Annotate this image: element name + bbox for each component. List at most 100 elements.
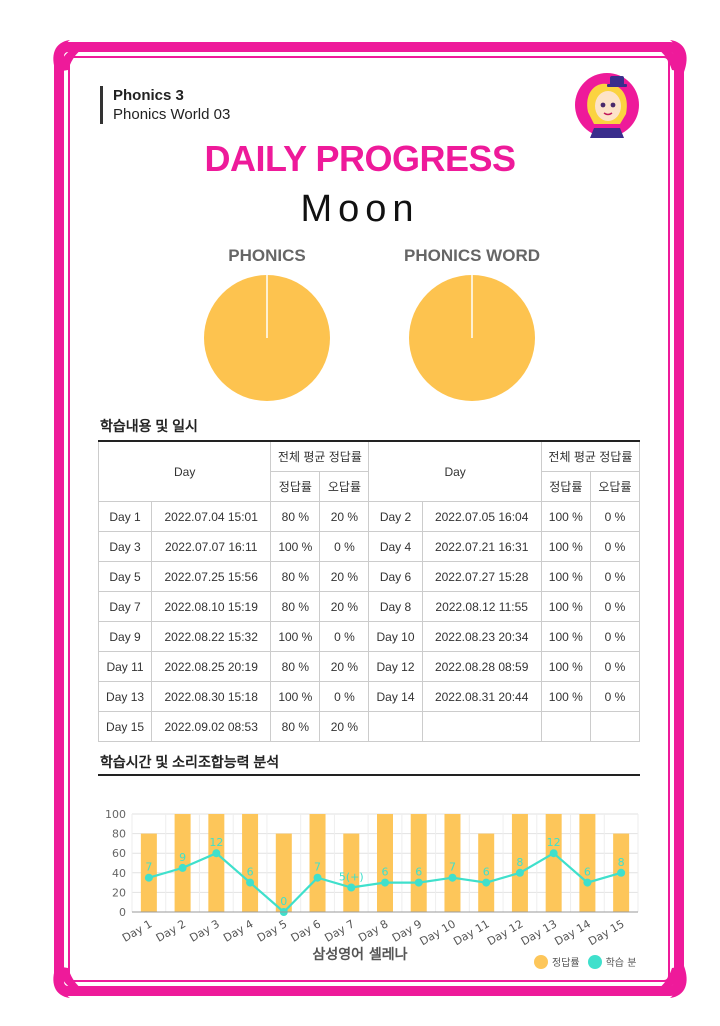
cell-wrong: 0 %	[589, 531, 641, 562]
cell-day: Day 5	[97, 561, 153, 592]
table-header-average: 전체 평균 정답률	[540, 440, 641, 472]
progress-table: Day 전체 평균 정답률 Day 전체 평균 정답률 정답률 오답률 정답률 …	[97, 440, 641, 742]
corner-ornament-icon	[652, 966, 687, 998]
point-study-minutes	[313, 873, 322, 882]
data-label-minutes: 7	[449, 861, 456, 874]
y-tick-label: 60	[112, 847, 126, 860]
cell-wrong: 0 %	[589, 561, 641, 592]
cell-date: 2022.07.25 15:56	[151, 561, 272, 592]
point-study-minutes	[246, 878, 255, 887]
bar-correct-rate	[511, 814, 528, 912]
legend-swatch-correct	[534, 954, 548, 969]
cell-correct: 100 %	[540, 651, 591, 682]
cell-correct: 80 %	[270, 651, 321, 682]
character-avatar-icon	[575, 73, 639, 138]
page-frame-inner	[68, 56, 670, 982]
data-label-minutes: 6	[247, 866, 254, 879]
x-tick-label: Day 7	[322, 917, 356, 944]
legend-label-minutes: 학습 분	[605, 958, 637, 969]
cell-wrong: 0 %	[589, 501, 641, 532]
cell-day: Day 14	[368, 681, 423, 712]
data-label-minutes: 9	[179, 851, 186, 864]
cell-wrong: 0 %	[589, 591, 641, 622]
cell-date	[421, 711, 542, 742]
pie-chart-phonics	[204, 275, 330, 401]
point-study-minutes	[414, 878, 423, 887]
legend-swatch-minutes	[587, 954, 602, 969]
cell-correct: 80 %	[270, 711, 321, 742]
cell-day: Day 1	[97, 501, 153, 532]
bar-correct-rate	[343, 833, 360, 912]
cell-correct: 100 %	[540, 561, 591, 592]
data-label-minutes: 6	[415, 866, 422, 879]
point-study-minutes	[549, 849, 558, 858]
cell-wrong: 20 %	[319, 591, 370, 622]
book-header: Phonics 3 Phonics World 03	[100, 86, 230, 124]
bar-correct-rate	[140, 833, 157, 912]
table-header-correct: 정답률	[540, 471, 591, 502]
cell-day: Day 4	[368, 531, 423, 562]
data-label-minutes: 7	[314, 861, 321, 874]
data-label-minutes: 7	[145, 861, 152, 874]
cell-day: Day 7	[97, 591, 153, 622]
cell-wrong: 20 %	[319, 501, 370, 532]
cell-day: Day 15	[97, 711, 153, 742]
cell-correct: 100 %	[540, 591, 591, 622]
cell-day: Day 13	[97, 681, 153, 712]
cell-date: 2022.07.07 16:11	[151, 531, 272, 562]
cell-day: Day 9	[97, 621, 153, 652]
cell-day	[368, 711, 423, 742]
bar-correct-rate	[208, 814, 225, 912]
bar-correct-rate	[478, 833, 495, 912]
data-label-minutes: 5(+)	[339, 871, 364, 884]
corner-ornament-icon	[652, 40, 687, 72]
bar-correct-rate	[579, 814, 596, 912]
table-row: Day 7 2022.08.10 15:19 80 % 20 % Day 8 2022.0…	[97, 591, 641, 622]
table-header-wrong: 오답률	[319, 471, 370, 502]
table-header-day: Day	[368, 440, 542, 502]
section-title-analysis: 학습시간 및 소리조합능력 분석	[100, 754, 280, 770]
data-label-minutes: 6	[483, 866, 490, 879]
y-tick-label: 100	[105, 808, 126, 821]
data-label-minutes: 12	[547, 836, 561, 849]
table-row: Day 5 2022.07.25 15:56 80 % 20 % Day 6 2022.0…	[97, 561, 641, 592]
cell-date: 2022.08.10 15:19	[151, 591, 272, 622]
cell-correct	[540, 711, 591, 742]
y-tick-label: 80	[112, 828, 126, 841]
y-tick-label: 0	[119, 906, 126, 919]
cell-date: 2022.08.25 20:19	[151, 651, 272, 682]
cell-correct: 100 %	[270, 531, 321, 562]
table-header-average: 전체 평균 정답률	[270, 440, 370, 472]
cell-correct: 100 %	[540, 681, 591, 712]
point-study-minutes	[178, 863, 187, 872]
bar-correct-rate	[275, 833, 292, 912]
chart-legend: 정답률 학습 분	[534, 954, 636, 969]
cell-date: 2022.08.30 15:18	[151, 681, 272, 712]
data-label-minutes: 12	[209, 836, 223, 849]
cell-date: 2022.07.05 16:04	[421, 501, 542, 532]
cell-day: Day 8	[368, 591, 423, 622]
cell-wrong	[589, 711, 641, 742]
x-tick-label: Day 4	[221, 917, 255, 944]
data-label-minutes: 6	[382, 866, 389, 879]
cell-correct: 80 %	[270, 561, 321, 592]
cell-day: Day 3	[97, 531, 153, 562]
cell-date: 2022.07.04 15:01	[151, 501, 272, 532]
cell-date: 2022.09.02 08:53	[151, 711, 272, 742]
cell-date: 2022.08.31 20:44	[421, 681, 542, 712]
data-label-minutes: 8	[618, 856, 625, 869]
cell-date: 2022.07.27 15:28	[421, 561, 542, 592]
cell-day: Day 2	[368, 501, 423, 532]
cell-wrong: 0 %	[319, 681, 370, 712]
point-study-minutes	[515, 868, 524, 877]
point-study-minutes	[381, 878, 389, 887]
cell-correct: 80 %	[270, 501, 321, 532]
pie-chart-phonics-word	[409, 275, 535, 401]
data-label-minutes: 8	[516, 856, 523, 869]
x-tick-label: Day 3	[187, 917, 221, 944]
book-title: Phonics 3	[113, 87, 184, 104]
corner-ornament-icon	[53, 966, 88, 998]
student-name: Moon	[300, 188, 420, 230]
cell-correct: 100 %	[270, 621, 321, 652]
